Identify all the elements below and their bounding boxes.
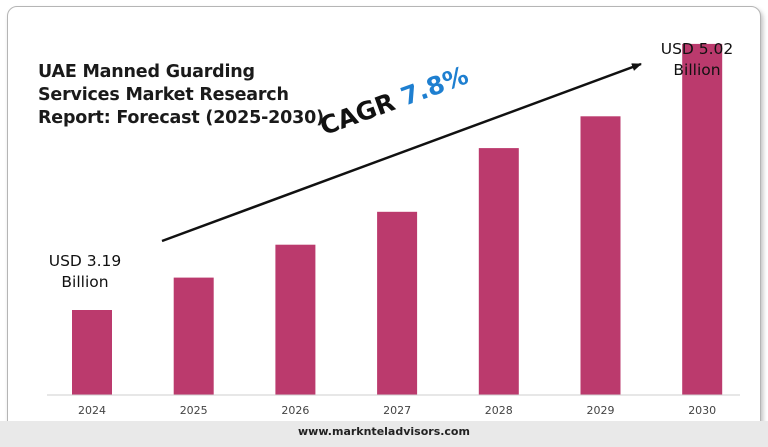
- bar-2029: [580, 116, 621, 396]
- x-tick-labels: 2024 2025 2026 2027 2028 2029 2030: [78, 404, 716, 417]
- x-tick-2024: 2024: [78, 404, 106, 417]
- chart-title-line-2: Services Market Research: [38, 85, 289, 105]
- end-value-unit: Billion: [673, 61, 721, 79]
- start-value-amount: USD 3.19: [48, 252, 122, 270]
- bar-2024: [72, 310, 112, 395]
- cagr-trend-arrow: [161, 62, 642, 243]
- bar-2025: [173, 277, 214, 395]
- bar-2030: [682, 43, 723, 396]
- bar-2027: [377, 211, 418, 395]
- x-tick-2025: 2025: [180, 404, 208, 417]
- end-value-label: USD 5.02 Billion: [650, 39, 744, 81]
- chart-title-line-3: Report: Forecast (2025-2030): [38, 108, 324, 128]
- chart-title: UAE Manned Guarding Services Market Rese…: [38, 61, 358, 130]
- chart-title-line-1: UAE Manned Guarding: [38, 62, 255, 82]
- bar-2028: [478, 148, 519, 395]
- x-tick-2027: 2027: [383, 404, 411, 417]
- end-value-amount: USD 5.02: [660, 40, 734, 58]
- footer-bar: www.marknteladvisors.com: [0, 421, 768, 447]
- bars-group: [72, 43, 723, 396]
- start-value-unit: Billion: [61, 273, 109, 291]
- x-tick-2026: 2026: [281, 404, 309, 417]
- x-tick-2028: 2028: [485, 404, 513, 417]
- x-tick-2029: 2029: [587, 404, 615, 417]
- start-value-label: USD 3.19 Billion: [38, 251, 132, 293]
- x-tick-2030: 2030: [688, 404, 716, 417]
- bar-2026: [275, 244, 316, 395]
- footer-url: www.marknteladvisors.com: [298, 425, 470, 438]
